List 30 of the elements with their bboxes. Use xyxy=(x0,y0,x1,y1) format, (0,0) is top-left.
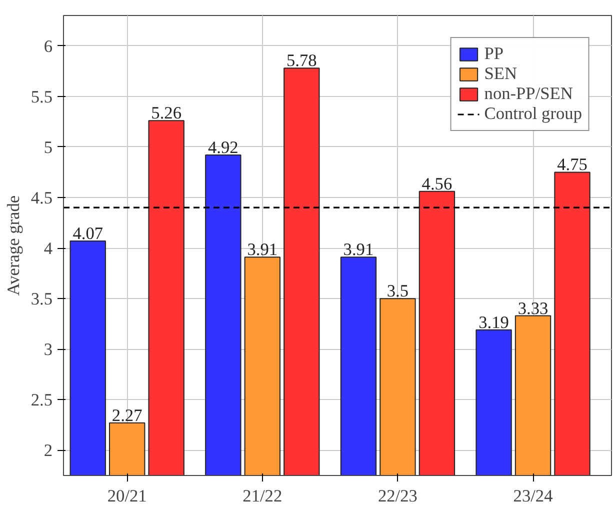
y-axis-title: Average grade xyxy=(4,195,23,296)
y-tick-label: 6 xyxy=(44,36,53,56)
data-label: 5.26 xyxy=(151,104,182,123)
data-label: 3.5 xyxy=(386,282,409,301)
data-label: 3.91 xyxy=(343,240,374,260)
data-label: 3.33 xyxy=(518,298,548,318)
data-label: 5.78 xyxy=(286,51,317,70)
data-label: 2.27 xyxy=(112,406,143,425)
data-label: 4.07 xyxy=(72,224,104,243)
legend-label: non-PP/SEN xyxy=(484,84,573,104)
data-label: 4.56 xyxy=(422,174,452,194)
y-tick-label: 5.5 xyxy=(30,87,53,106)
x-tick-label: 20/21 xyxy=(107,486,147,506)
data-label: 3.91 xyxy=(247,240,278,260)
x-tick-label: 23/24 xyxy=(513,486,554,506)
y-tick-label: 3.5 xyxy=(30,290,53,309)
data-label: 4.75 xyxy=(557,155,588,174)
legend-label: SEN xyxy=(484,64,518,84)
y-tick-label: 3 xyxy=(44,340,53,360)
y-tick-label: 5 xyxy=(44,138,53,157)
data-label: 4.92 xyxy=(208,138,238,158)
y-tick-label: 4.5 xyxy=(30,188,53,208)
data-label: 3.19 xyxy=(478,312,509,332)
y-tick-label: 4 xyxy=(44,239,53,258)
y-tick-label: 2 xyxy=(44,441,53,460)
x-tick-label: 21/22 xyxy=(242,486,282,506)
y-tick-label: 2.5 xyxy=(30,390,53,410)
x-tick-label: 22/23 xyxy=(378,486,418,506)
legend-label: PP xyxy=(484,44,504,64)
legend-label: Control group xyxy=(484,104,582,124)
